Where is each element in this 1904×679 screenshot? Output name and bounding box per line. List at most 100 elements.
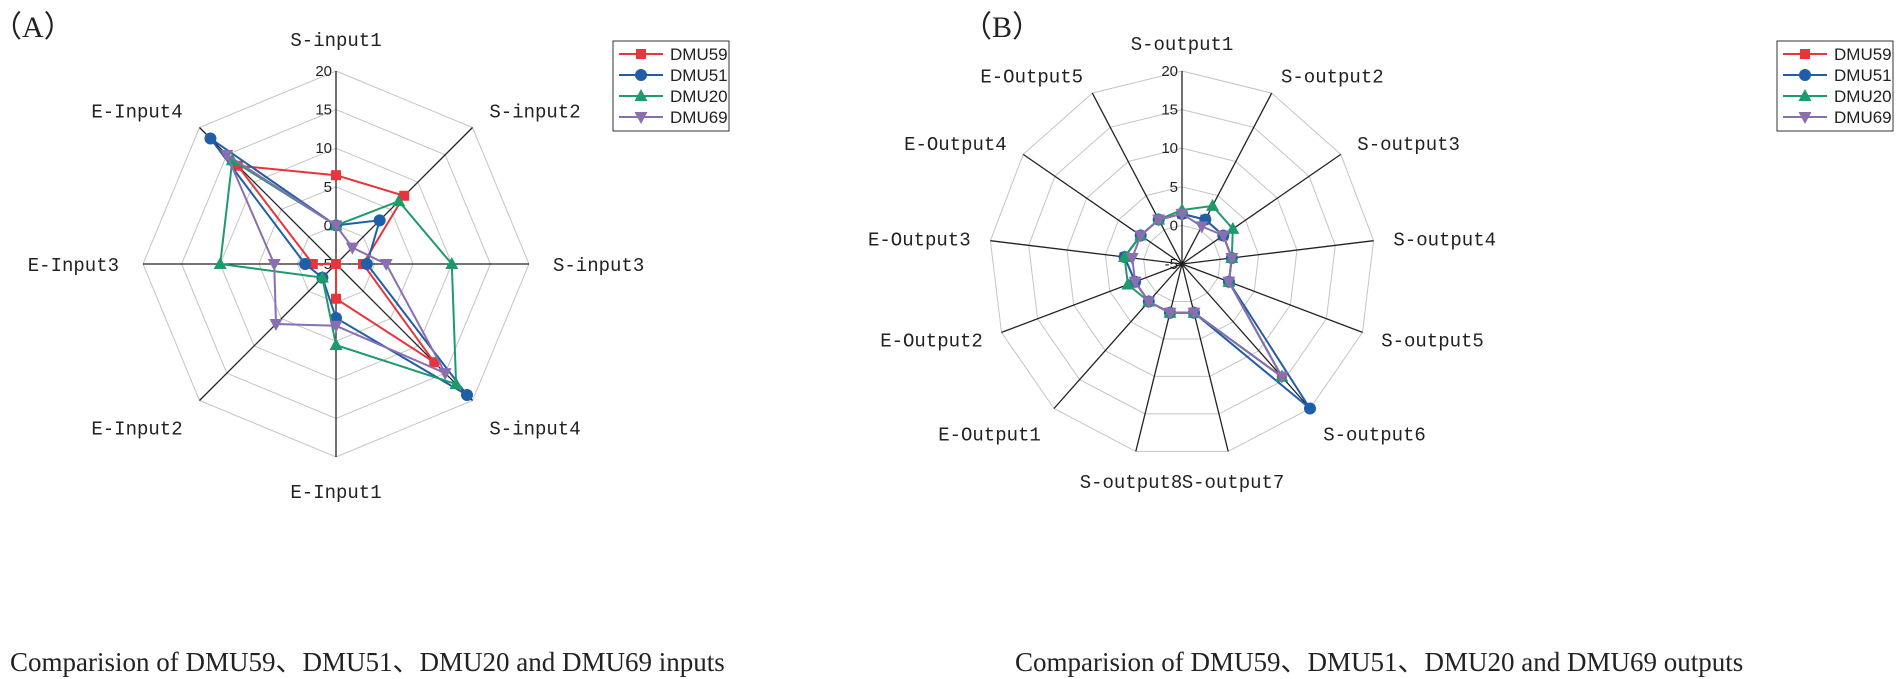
data-point-dmu69 (379, 259, 393, 271)
grid-ring (1104, 186, 1260, 340)
caption-outputs: Comparision of DMU59、DMU51、DMU20 and DMU… (1015, 647, 1744, 677)
tick-label: 0 (1170, 217, 1178, 234)
legend: DMU59 DMU51 DMU20 DMU69 (612, 40, 730, 132)
axis-label-e-input1: E-Input1 (290, 482, 381, 504)
axis-spoke (1181, 263, 1229, 452)
data-point-dmu69 (345, 242, 359, 255)
data-point-dmu69 (1175, 208, 1189, 221)
legend-marker-dmu20 (1798, 89, 1812, 101)
series-dmu59 (232, 160, 440, 368)
data-point-dmu59 (331, 293, 341, 304)
data-point-dmu20 (1226, 221, 1240, 234)
legend-marker-dmu69 (1798, 112, 1812, 124)
axis-label-e-output2: E-Output2 (880, 331, 983, 353)
legend-marker-dmu51 (1799, 69, 1811, 81)
axis-label-s-output1: S-output1 (1131, 34, 1234, 56)
axis-label-e-output4: E-Output4 (904, 134, 1007, 156)
data-point-dmu69 (1128, 276, 1142, 289)
data-point-dmu69 (1195, 221, 1209, 234)
data-point-dmu69 (1216, 230, 1230, 243)
legend-marker-dmu20 (634, 89, 648, 101)
data-point-dmu59 (429, 357, 440, 368)
data-point-dmu59 (232, 160, 243, 171)
axis-label-s-input4: S-input4 (489, 418, 580, 440)
caption-inputs: Comparision of DMU59、DMU51、DMU20 and DMU… (10, 647, 725, 677)
data-point-dmu69 (1225, 252, 1239, 265)
grid-ring (989, 70, 1375, 452)
axis-spoke (1181, 263, 1311, 409)
axis-label-s-input1: S-input1 (290, 30, 381, 52)
axis-label-s-output7: S-output7 (1182, 472, 1285, 494)
legend-marker-dmu59 (1800, 49, 1810, 59)
data-point-dmu69 (220, 149, 234, 162)
tick-label: 15 (315, 102, 332, 119)
data-point-dmu69 (329, 220, 343, 233)
tick-label: 5 (1170, 179, 1178, 196)
data-point-dmu51 (204, 132, 217, 145)
series-line-dmu20 (219, 158, 458, 386)
legend-label-dmu51: DMU51 (670, 66, 728, 85)
axis-label-s-output2: S-output2 (1281, 66, 1384, 88)
series-dmu69 (220, 149, 452, 381)
axis-label-e-input3: E-Input3 (28, 255, 119, 277)
legend-label-dmu69: DMU69 (1834, 108, 1892, 127)
axis-label-s-input3: S-input3 (553, 255, 644, 277)
radar-panel-outputs: （B） -5 0 5 10 15 20 S-output1 S-output2 S-output… (868, 0, 1904, 677)
axis-spoke (1181, 240, 1374, 265)
data-point-dmu51 (461, 389, 474, 402)
legend-label-dmu69: DMU69 (670, 108, 728, 127)
grid-ring (1143, 224, 1221, 302)
tick-label: 15 (1161, 102, 1178, 119)
data-point-dmu69 (1125, 252, 1139, 265)
axis-spoke (1181, 153, 1342, 265)
series-dmu69 (1125, 208, 1289, 384)
axis-label-s-output6: S-output6 (1323, 424, 1426, 446)
data-point-dmu20 (445, 257, 459, 269)
data-point-dmu69 (1142, 296, 1156, 309)
legend-marker-dmu69 (634, 112, 648, 124)
data-point-dmu69 (267, 259, 281, 271)
legend-marker-dmu51 (635, 69, 647, 81)
data-point-dmu69 (1275, 371, 1289, 384)
axis-label-s-output5: S-output5 (1381, 331, 1484, 353)
data-point-dmu59 (399, 190, 410, 201)
data-point-dmu69 (329, 320, 343, 333)
tick-label: 0 (324, 217, 332, 234)
data-point-dmu20 (1118, 250, 1132, 263)
data-point-dmu51 (360, 258, 373, 270)
data-point-dmu51 (373, 214, 386, 227)
axis-spoke (1181, 92, 1273, 265)
grid-ring (1066, 147, 1298, 377)
axis-label-s-output8: S-output8 (1080, 472, 1183, 494)
axis-spoke (1053, 263, 1183, 409)
data-point-dmu20 (1205, 198, 1219, 211)
radar-grid (989, 70, 1375, 452)
tick-label: 20 (315, 63, 332, 80)
data-point-dmu20 (315, 270, 329, 283)
data-point-dmu20 (449, 377, 463, 390)
axis-label-e-input2: E-Input2 (91, 418, 182, 440)
data-point-dmu69 (1187, 307, 1201, 320)
radar-chart-outputs: -5 0 5 10 15 20 S-output1 S-output2 S-output3 S-o… (868, 34, 1894, 494)
axis-spoke (1181, 263, 1363, 334)
panel-label-a: （A） (0, 11, 74, 44)
data-point-dmu69 (1152, 214, 1166, 227)
data-point-dmu20 (213, 257, 227, 269)
data-point-dmu69 (269, 319, 283, 332)
data-point-dmu69 (1134, 230, 1148, 243)
axis-label-e-output5: E-Output5 (980, 66, 1083, 88)
axis-label-e-output3: E-Output3 (868, 229, 971, 251)
legend-label-dmu20: DMU20 (670, 87, 728, 106)
tick-label: 5 (324, 179, 332, 196)
data-point-dmu69 (1222, 276, 1236, 289)
data-point-dmu69 (438, 368, 452, 381)
tick-label: -5 (1165, 256, 1178, 273)
data-point-dmu20 (329, 338, 343, 351)
data-point-dmu59 (307, 259, 318, 269)
axis-label-s-output4: S-output4 (1393, 229, 1496, 251)
series-dmu20 (213, 153, 463, 390)
data-point-dmu59 (331, 170, 341, 181)
legend: DMU59 DMU51 DMU20 DMU69 (1776, 40, 1894, 132)
legend-label-dmu20: DMU20 (1834, 87, 1892, 106)
axis-spoke (1091, 92, 1183, 265)
